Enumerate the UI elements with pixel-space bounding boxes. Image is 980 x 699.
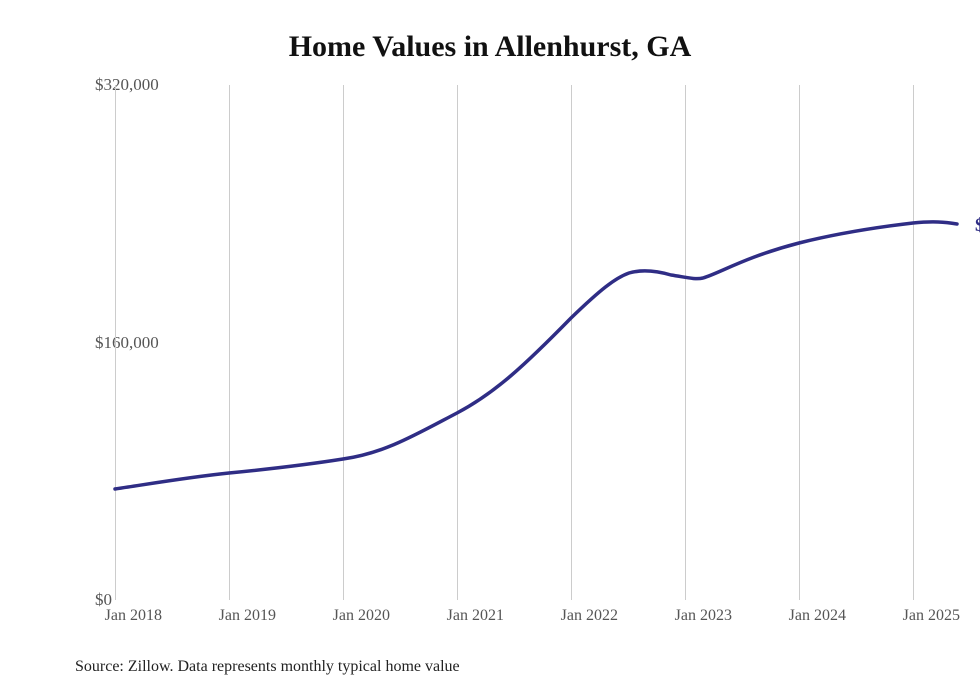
home-value-line-chart xyxy=(95,85,980,600)
x-axis-label-7: Jan 2025 xyxy=(903,607,960,625)
x-axis-label-1: Jan 2019 xyxy=(219,607,276,625)
value-trend-line[interactable] xyxy=(115,222,957,489)
x-axis-label-0: Jan 2018 xyxy=(105,607,162,625)
x-axis-label-2: Jan 2020 xyxy=(333,607,390,625)
x-axis-label-5: Jan 2023 xyxy=(675,607,732,625)
chart-title: Home Values in Allenhurst, GA xyxy=(0,30,980,64)
source-text: Source: Zillow. Data represents monthly … xyxy=(75,658,460,676)
x-axis-label-6: Jan 2024 xyxy=(789,607,846,625)
chart-container: Home Values in Allenhurst, GA $320,000 $… xyxy=(0,0,980,699)
end-value-label: $258,894 xyxy=(975,215,980,237)
x-axis-label-4: Jan 2022 xyxy=(561,607,618,625)
plot-area: $320,000 $160,000 $0 Jan 2018 Jan 2019 J… xyxy=(95,85,895,600)
x-axis-label-3: Jan 2021 xyxy=(447,607,504,625)
